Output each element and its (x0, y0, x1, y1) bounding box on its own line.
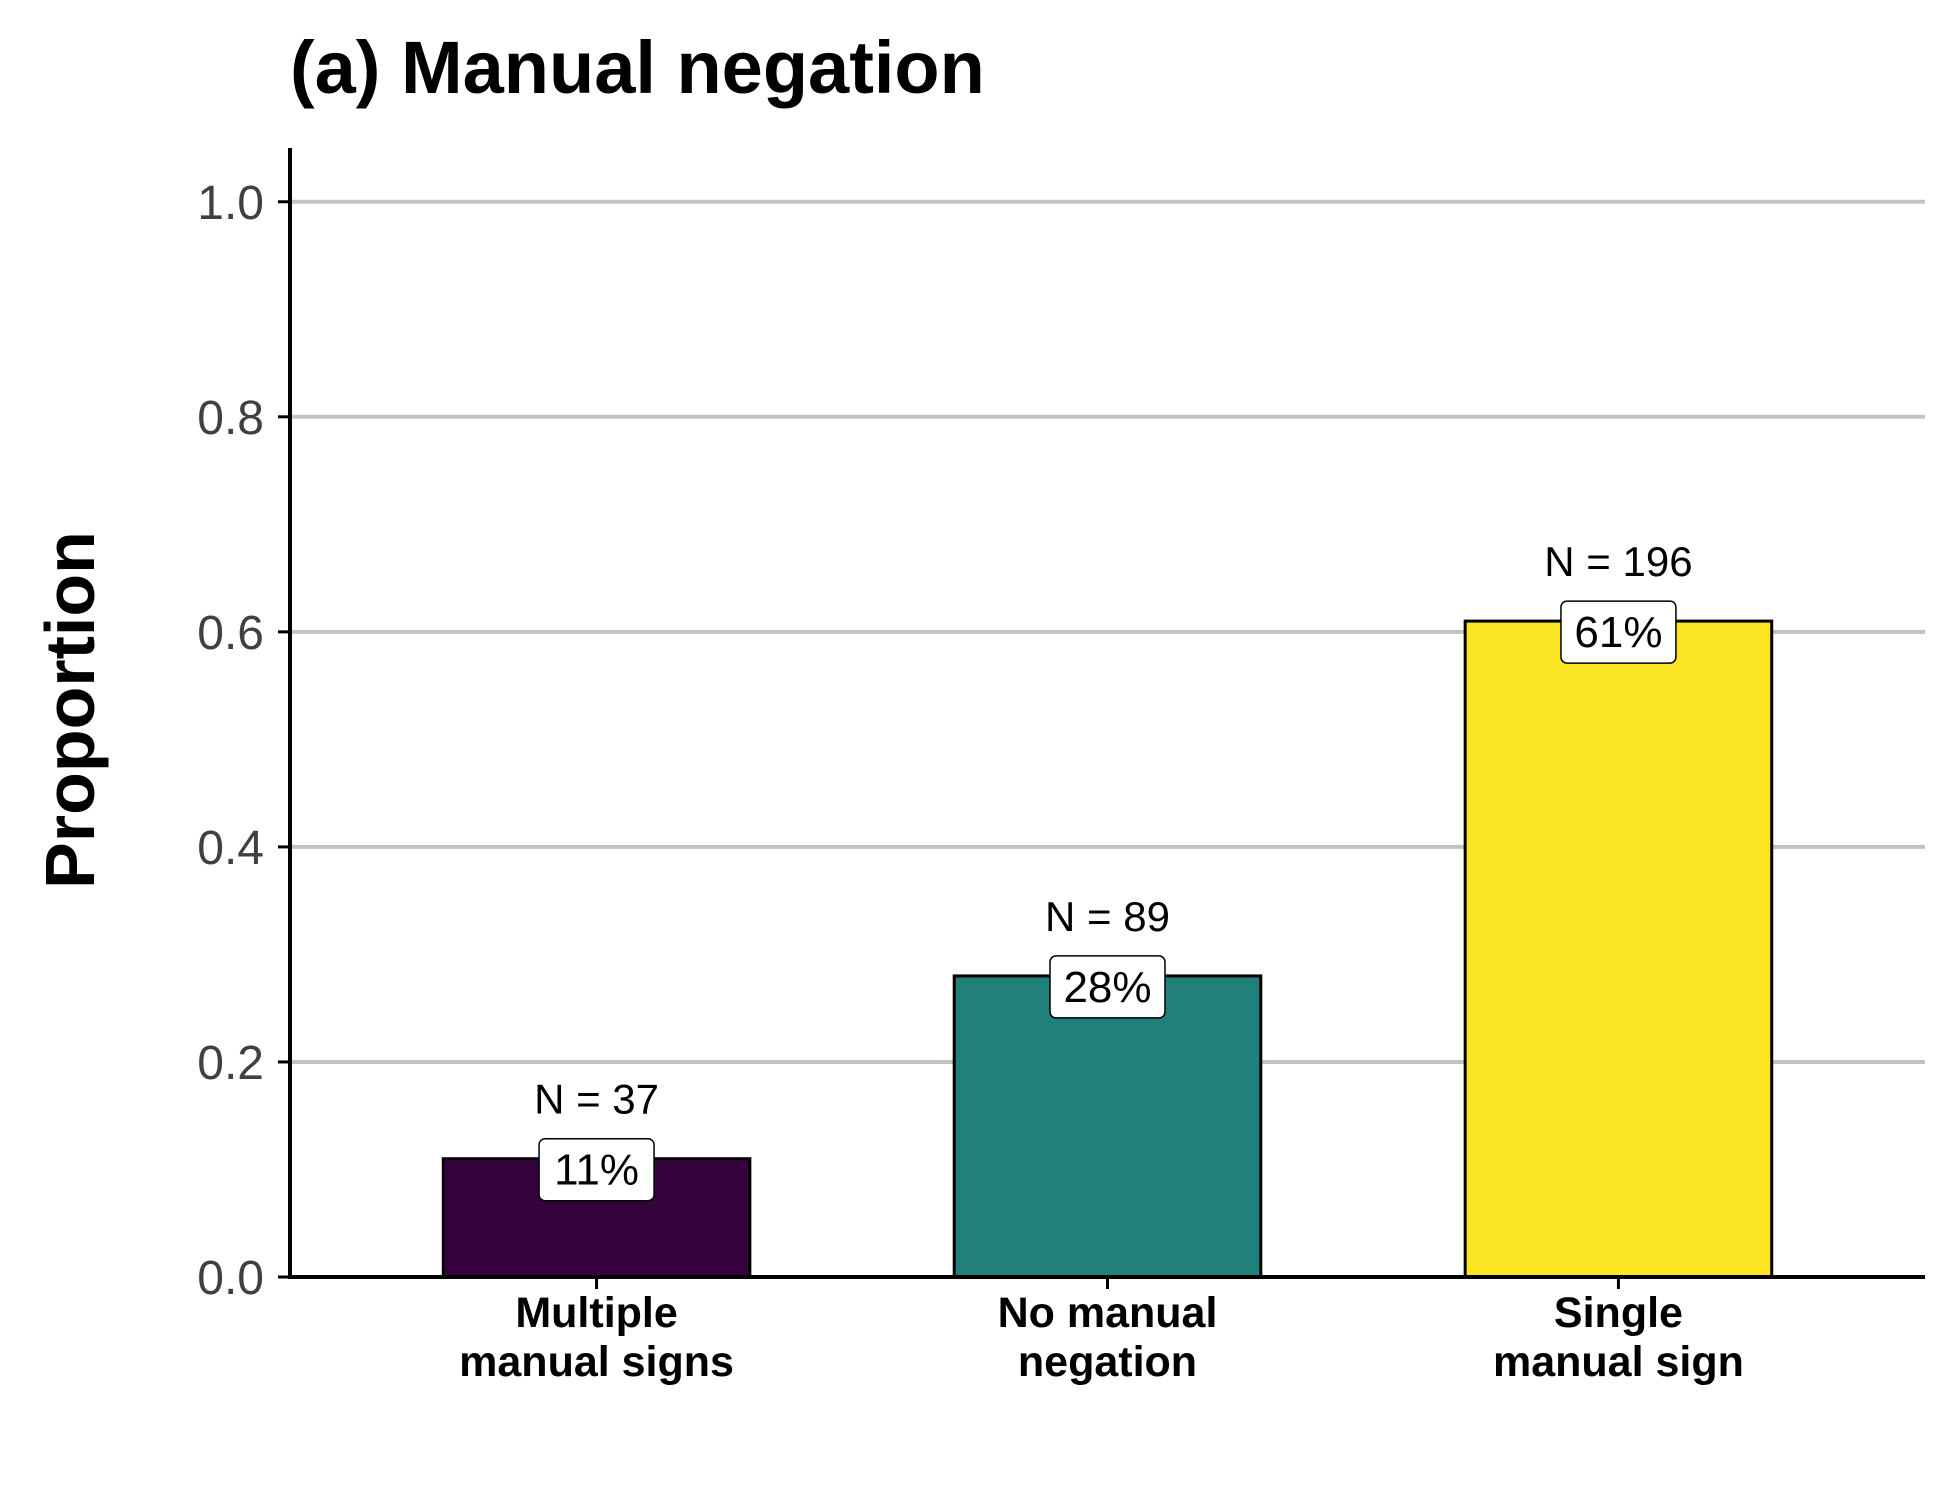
x-tick-label: manual sign (1493, 1338, 1744, 1386)
y-tick-label: 1.0 (197, 177, 264, 230)
x-tick-label: negation (1018, 1338, 1197, 1386)
bar (1463, 619, 1774, 1279)
percent-label-box (538, 1137, 655, 1202)
bar-labels: N = 37 11% N = 89 28% N = 196 61% (534, 538, 1693, 1202)
percent-label-box (1560, 600, 1677, 664)
count-label: N = 196 (1544, 538, 1692, 585)
x-tick-label: No manual (998, 1289, 1218, 1337)
x-tick-label: Multiple (515, 1289, 677, 1337)
y-tick-label: 0.6 (197, 607, 264, 660)
bar (952, 974, 1263, 1279)
y-axis-ticks: 0.0 0.2 0.4 0.6 0.8 1.0 (197, 177, 290, 1305)
count-label: N = 89 (1045, 893, 1170, 940)
chart-title: (a) Manual negation (290, 26, 985, 109)
percent-label: 11% (554, 1146, 639, 1195)
y-tick-label: 0.8 (197, 392, 264, 445)
bars (441, 619, 1774, 1279)
percent-label: 61% (1574, 608, 1662, 657)
y-axis-label: Proportion (31, 531, 109, 889)
percent-label: 28% (1063, 963, 1151, 1012)
y-tick-label: 0.0 (197, 1252, 264, 1305)
y-tick-label: 0.2 (197, 1037, 264, 1090)
count-label: N = 37 (534, 1076, 659, 1123)
x-tick-label: Single (1554, 1289, 1683, 1337)
y-tick-label: 0.4 (197, 822, 264, 875)
percent-label-box (1049, 955, 1166, 1019)
x-tick-label: manual signs (459, 1338, 734, 1386)
